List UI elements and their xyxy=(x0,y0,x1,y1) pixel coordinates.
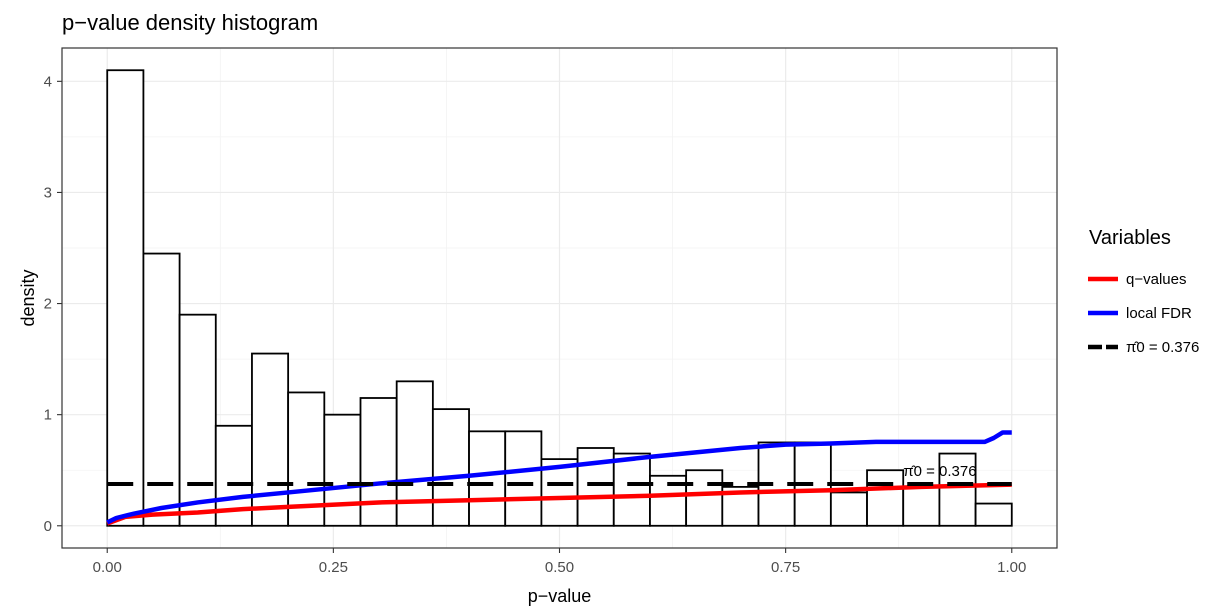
histogram-bar xyxy=(974,502,1013,527)
y-axis-title: density xyxy=(18,269,38,326)
plot-panel: π̂0 = 0.376 xyxy=(61,47,1058,549)
x-tick-label: 0.50 xyxy=(545,559,574,576)
chart-title: p−value density histogram xyxy=(62,10,318,35)
histogram-bar xyxy=(251,352,290,527)
histogram-bar xyxy=(468,430,507,527)
histogram-bar xyxy=(612,452,651,527)
histogram-bar xyxy=(902,485,941,527)
histogram-bar xyxy=(431,408,470,527)
x-axis-title: p−value xyxy=(528,586,592,606)
y-tick-label: 0 xyxy=(44,518,52,535)
y-tick-label: 2 xyxy=(44,296,52,313)
histogram-bars xyxy=(106,69,1013,527)
histogram-bar xyxy=(938,452,977,527)
legend-label: local FDR xyxy=(1126,305,1192,322)
x-tick-label: 0.25 xyxy=(319,559,348,576)
legend-label: q−values xyxy=(1126,271,1186,288)
histogram-bar xyxy=(178,313,217,527)
histogram-bar xyxy=(866,469,905,527)
histogram-bar xyxy=(685,469,724,527)
x-tick-label: 0.75 xyxy=(771,559,800,576)
histogram-bar xyxy=(323,413,362,527)
annotations: π̂0 = 0.376 xyxy=(903,463,976,480)
histogram-bar xyxy=(359,397,398,527)
histogram-bar xyxy=(504,430,543,527)
axes: 0.00 0.25 0.50 0.75 1.00 0 1 2 3 4 xyxy=(44,73,1027,576)
x-tick-label: 1.00 xyxy=(997,559,1026,576)
y-tick-label: 4 xyxy=(44,73,52,90)
histogram-bar xyxy=(829,491,868,527)
x-tick-label: 0.00 xyxy=(93,559,122,576)
histogram-bar xyxy=(142,252,181,527)
y-tick-label: 3 xyxy=(44,184,52,201)
y-tick-label: 1 xyxy=(44,407,52,424)
series-lines xyxy=(106,430,1012,526)
legend-entries: q−values local FDR π̂0 = 0.376 xyxy=(1088,271,1199,356)
legend-title: Variables xyxy=(1089,227,1171,249)
series-line xyxy=(106,430,1012,525)
histogram-bar xyxy=(106,69,145,527)
legend-label: π̂0 = 0.376 xyxy=(1126,339,1199,356)
annotation-label: π̂0 = 0.376 xyxy=(903,463,976,480)
series-line xyxy=(106,482,1012,526)
legend: Variables q−values local FDR π̂0 = 0.376 xyxy=(1088,227,1199,356)
